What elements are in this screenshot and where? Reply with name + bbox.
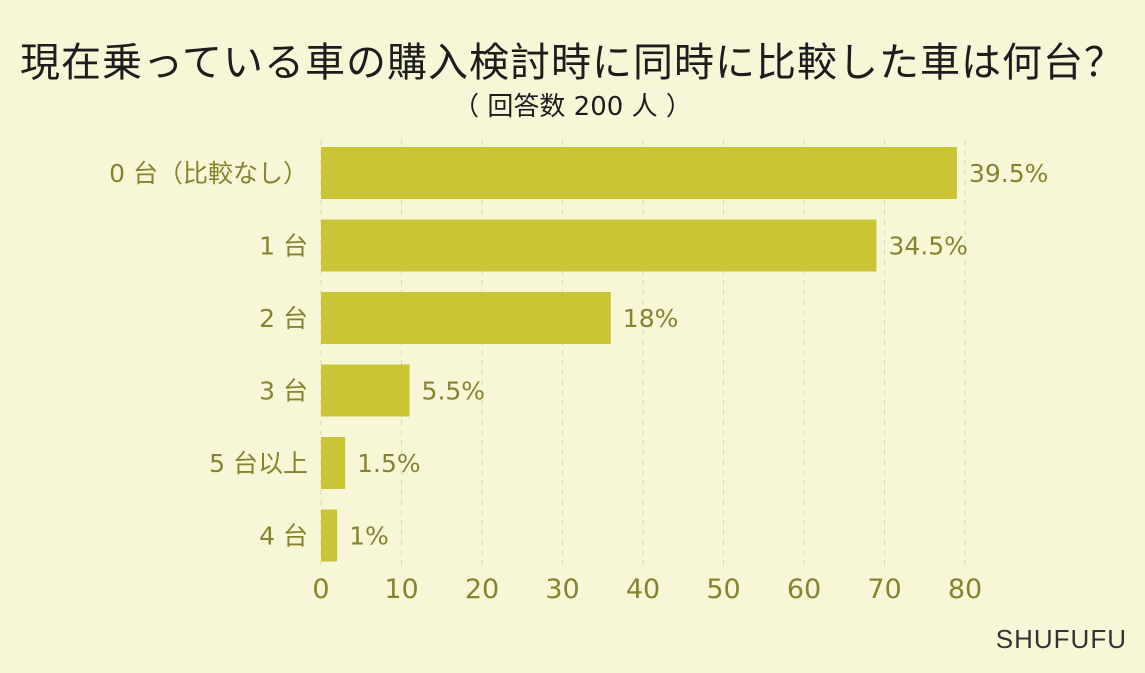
value-label: 1.5% xyxy=(357,449,421,478)
bar-1 xyxy=(321,219,877,272)
bar-5 xyxy=(321,509,338,562)
category-label: 4 台 xyxy=(259,522,308,551)
x-tick-label: 50 xyxy=(706,574,740,605)
category-labels: 0 台（比較なし） 1 台 2 台 3 台 5 台以上 4 台 xyxy=(109,159,308,551)
x-tick-label: 40 xyxy=(626,574,660,605)
source-credit: SHUFUFU xyxy=(995,624,1127,654)
value-label: 39.5% xyxy=(969,159,1048,188)
x-tick-label: 70 xyxy=(867,574,901,605)
category-label: 3 台 xyxy=(259,377,308,406)
bar-4 xyxy=(321,437,346,489)
grid-lines xyxy=(320,140,966,566)
category-label: 2 台 xyxy=(259,304,308,333)
category-label: 1 台 xyxy=(259,232,308,261)
category-label: 5 台以上 xyxy=(209,449,308,478)
value-label: 18% xyxy=(623,304,679,333)
value-labels: 39.5% 34.5% 18% 5.5% 1.5% 1% xyxy=(349,159,1048,551)
value-label: 5.5% xyxy=(422,377,486,406)
x-tick-label: 0 xyxy=(312,574,329,605)
x-tick-label: 30 xyxy=(545,574,579,605)
chart-subtitle: （ 回答数 200 人 ） xyxy=(453,92,692,122)
x-tick-label: 20 xyxy=(465,574,499,605)
chart-title: 現在乗っている車の購入検討時に同時に比較した車は何台？ xyxy=(20,40,1125,86)
x-tick-label: 10 xyxy=(384,574,418,605)
value-label: 34.5% xyxy=(888,232,967,261)
x-axis-ticks: 0 10 20 30 40 50 60 70 80 xyxy=(312,574,982,605)
x-tick-label: 60 xyxy=(787,574,821,605)
category-label: 0 台（比較なし） xyxy=(109,159,308,188)
bar-3 xyxy=(321,364,410,417)
bars xyxy=(321,147,957,562)
value-label: 1% xyxy=(349,522,389,551)
x-tick-label: 80 xyxy=(948,574,982,605)
bar-0 xyxy=(321,147,957,199)
bar-2 xyxy=(321,292,611,344)
